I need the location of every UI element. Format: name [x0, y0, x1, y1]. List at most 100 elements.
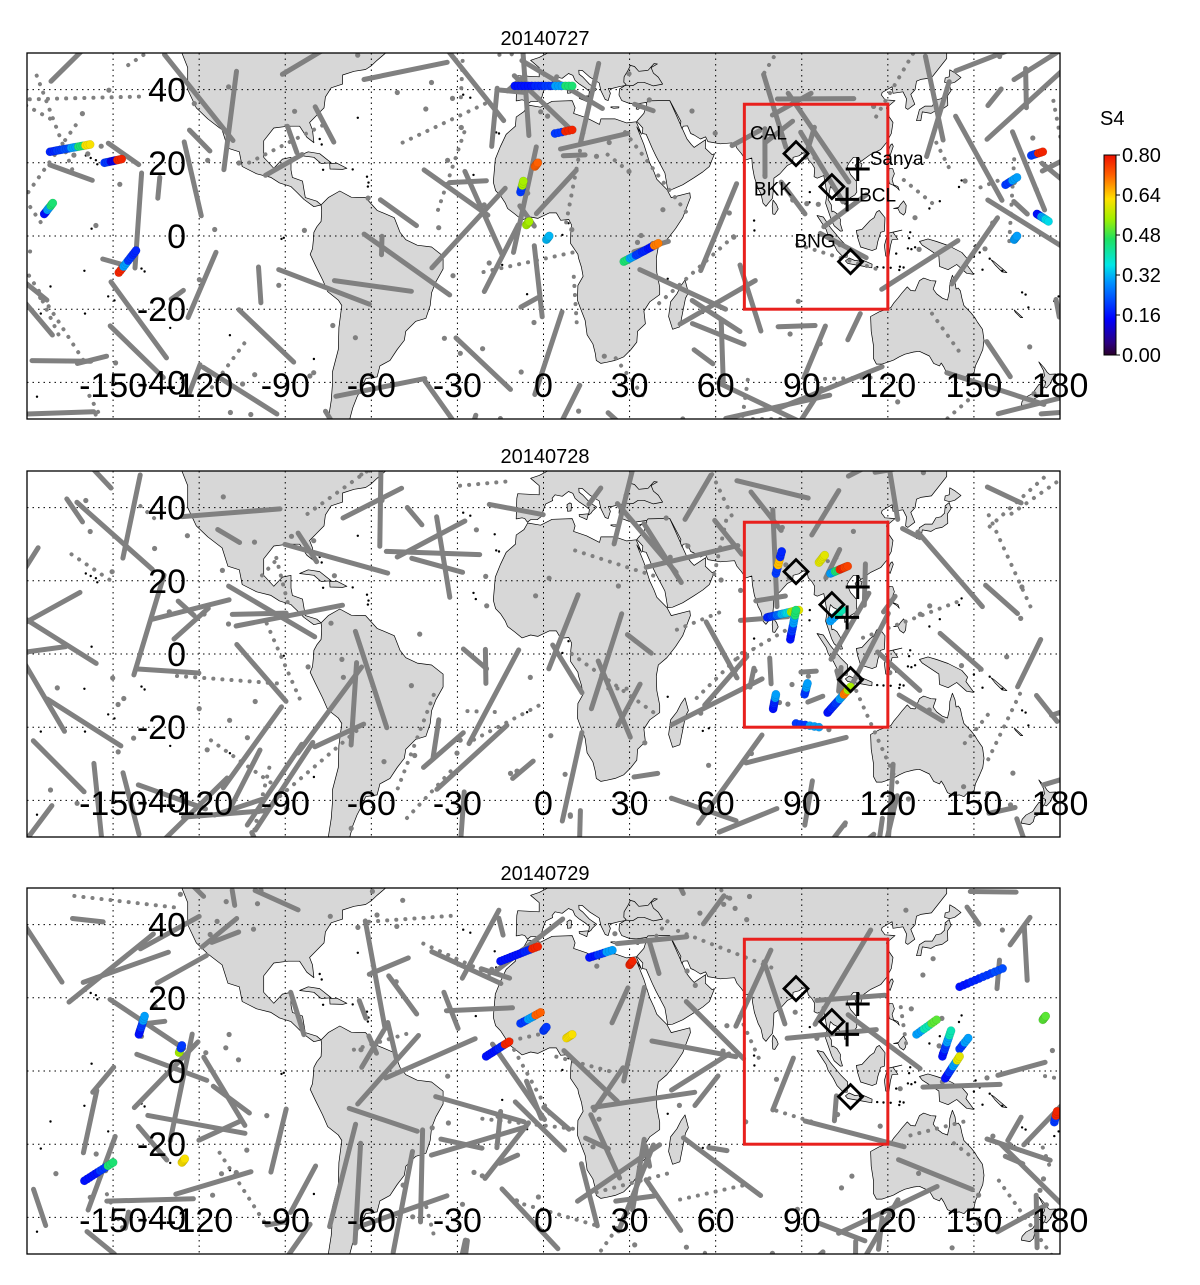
occultation-track: [418, 1127, 426, 1225]
occultation-track: [91, 471, 114, 491]
occultation-track: [985, 86, 1004, 109]
occultation-track: [943, 398, 970, 419]
scint-point: [932, 1015, 942, 1025]
colorbar-label: S4: [1100, 108, 1124, 130]
occultation-track: [1034, 693, 1060, 724]
landmass-13: [919, 238, 975, 275]
island-67: [895, 252, 898, 255]
occultation-track: [1040, 1144, 1052, 1167]
occultation-track: [692, 1073, 721, 1108]
occultation-track: [323, 408, 334, 419]
occultation-track: [390, 1148, 415, 1254]
occultation-track: [522, 1202, 601, 1228]
island-0: [89, 156, 92, 160]
island-57: [898, 686, 901, 690]
island-45: [280, 237, 283, 241]
island-64: [909, 1066, 912, 1069]
occultation-track: [852, 685, 900, 785]
occultation-point: [400, 1182, 406, 1188]
occultation-track: [591, 1065, 626, 1113]
island-2: [96, 581, 99, 584]
island-56: [902, 1101, 905, 1104]
island-55: [83, 312, 87, 315]
occultation-point: [546, 575, 552, 581]
island-12: [928, 625, 931, 628]
island-72: [1027, 724, 1030, 727]
station-diamond-BNG: [836, 1082, 865, 1111]
occultation-point: [849, 1173, 855, 1179]
landmass-19: [771, 617, 779, 633]
occultation-point: [483, 573, 489, 580]
island-69: [981, 268, 984, 271]
occultation-point: [445, 157, 451, 163]
occultation-point: [1040, 1176, 1047, 1182]
island-9: [1024, 293, 1027, 296]
island-15: [960, 179, 963, 182]
occultation-point: [429, 1125, 435, 1131]
lat-tick-label: -20: [137, 1126, 186, 1164]
island-10: [1020, 291, 1024, 294]
occultation-track: [1051, 98, 1060, 146]
station-label-bng: BNG: [795, 232, 836, 253]
landmass-9: [816, 1050, 849, 1093]
island-63: [913, 246, 917, 249]
island-20: [366, 185, 370, 188]
occultation-point: [634, 239, 641, 245]
occultation-point: [533, 593, 539, 599]
occultation-track: [831, 820, 848, 837]
map-frame: [26, 470, 1061, 838]
occultation-track: [876, 1215, 885, 1252]
panel-date-title: 20140729: [501, 863, 590, 885]
occultation-track: [458, 53, 465, 100]
occultation-track: [47, 162, 95, 183]
scint-point: [777, 547, 787, 556]
occultation-point: [815, 201, 821, 207]
landmass-17: [887, 561, 894, 574]
occultation-point: [1007, 1141, 1013, 1148]
occultation-point: [790, 197, 796, 203]
lat-tick-label: -40: [137, 782, 186, 820]
occultation-track: [236, 307, 297, 365]
occultation-track: [498, 87, 528, 95]
station-diamond-BNG: [836, 665, 865, 694]
landmass-13: [919, 656, 975, 693]
occultation-track: [490, 1041, 547, 1122]
landmass-19: [771, 1034, 779, 1050]
occultation-point: [379, 497, 385, 503]
occultation-track: [886, 761, 896, 837]
occultation-track: [853, 1238, 859, 1254]
occultation-track: [170, 673, 279, 686]
occultation-track: [689, 298, 743, 334]
scint-point: [140, 1011, 150, 1021]
scint-point: [180, 1154, 190, 1164]
island-11: [1001, 1104, 1004, 1108]
occultation-point: [612, 931, 618, 937]
occultation-track: [614, 934, 690, 947]
occultation-track: [984, 484, 1024, 506]
lat-tick-label: -40: [137, 1199, 186, 1237]
occultation-track: [475, 1116, 575, 1131]
occultation-track: [473, 250, 575, 276]
occultation-track: [716, 806, 780, 835]
occultation-track: [712, 517, 745, 557]
occultation-point: [1037, 1187, 1043, 1193]
island-45: [280, 1072, 283, 1076]
island-26: [701, 1146, 704, 1150]
island-52: [83, 269, 86, 272]
occultation-point: [276, 282, 282, 288]
island-35: [495, 131, 498, 134]
scintillation-events: [79, 942, 1060, 1186]
occultation-track: [27, 924, 65, 985]
scint-point: [567, 81, 577, 91]
island-2: [96, 998, 99, 1001]
occultation-track: [288, 1163, 319, 1215]
occultation-track: [264, 1219, 288, 1228]
occultation-track: [1049, 709, 1060, 718]
occultation-track: [377, 471, 384, 549]
island-34: [472, 591, 475, 595]
occultation-point: [646, 97, 652, 103]
occultation-point: [545, 113, 551, 119]
occultation-track: [798, 129, 846, 205]
island-13: [938, 618, 941, 621]
scint-point: [820, 550, 830, 560]
